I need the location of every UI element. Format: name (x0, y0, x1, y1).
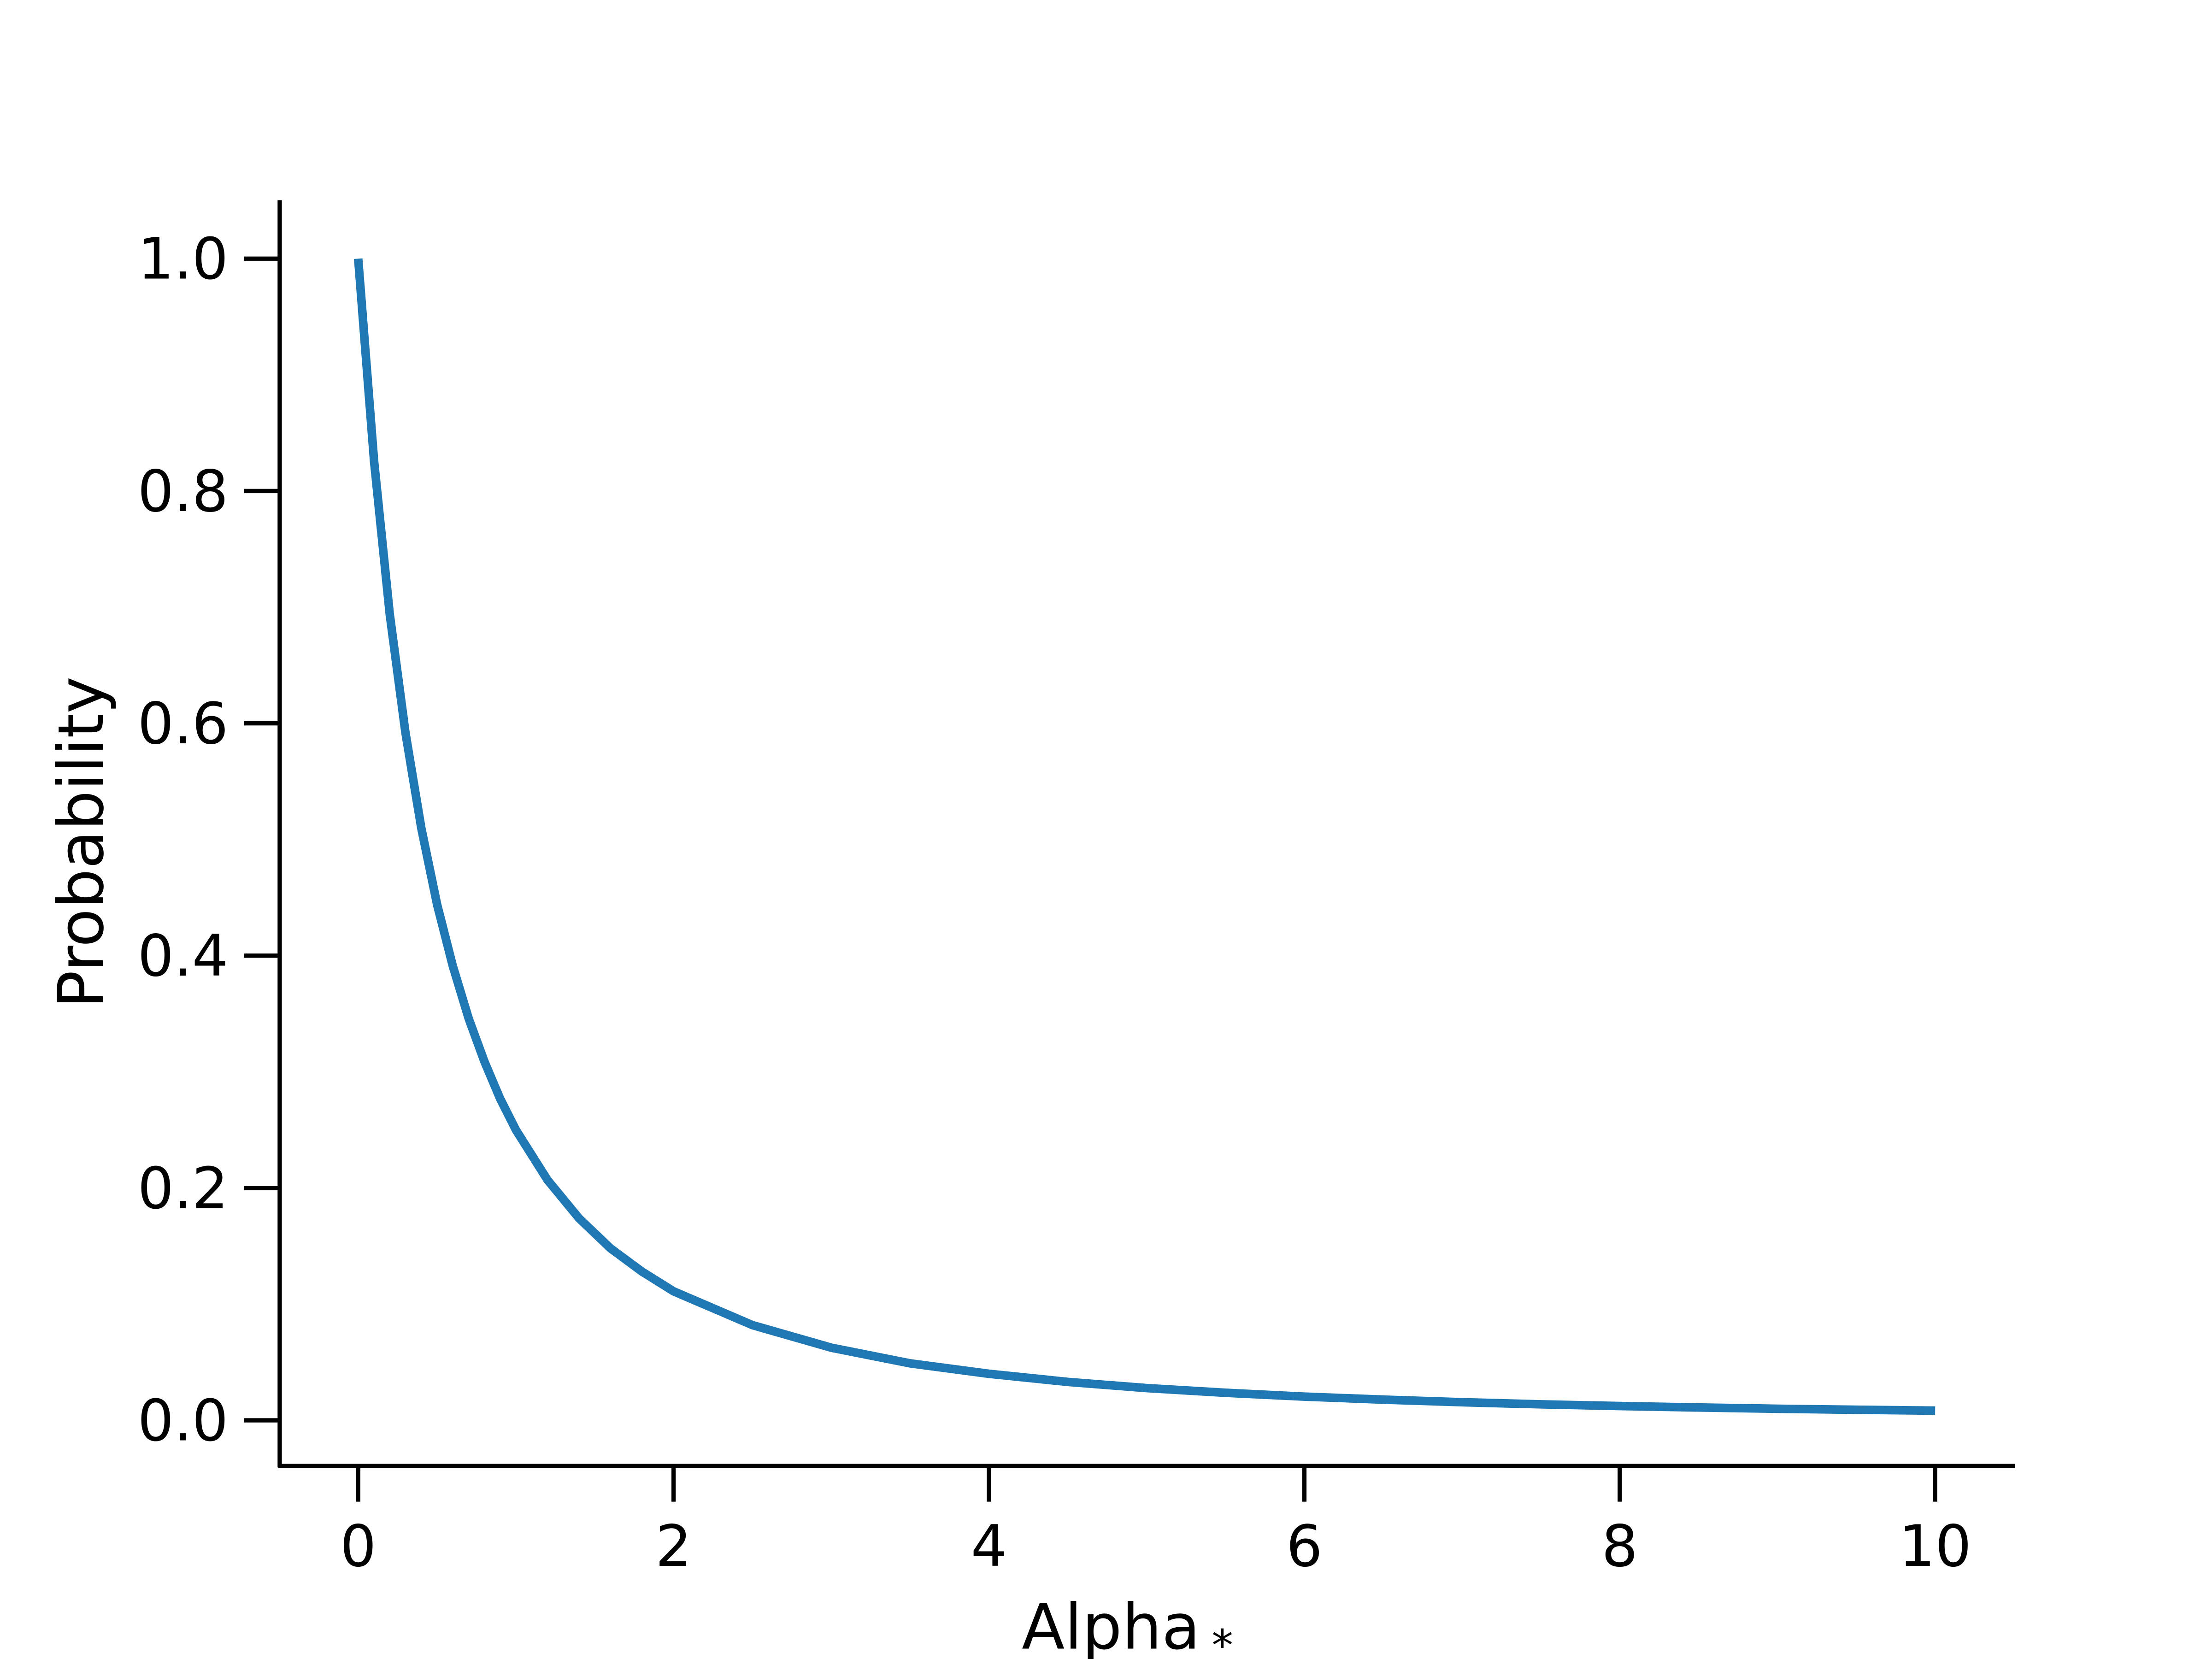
x-axis-label-subscript: * (1212, 1620, 1233, 1659)
x-tick-label: 4 (971, 1513, 1007, 1580)
x-tick-label: 6 (1286, 1513, 1323, 1580)
y-tick-label: 0.6 (137, 691, 228, 757)
x-tick-label: 0 (340, 1513, 377, 1580)
x-axis-label: Alpha * (1022, 1591, 1233, 1659)
x-tick-label: 10 (1899, 1513, 1971, 1580)
y-tick-label: 0.2 (137, 1155, 228, 1222)
x-tick-label: 8 (1601, 1513, 1638, 1580)
y-axis-label: Probability (45, 677, 118, 1008)
y-tick-label: 1.0 (137, 226, 228, 293)
y-ticks: 0.0 0.2 0.4 0.6 0.8 1.0 (137, 226, 280, 1454)
y-tick-label: 0.0 (137, 1388, 228, 1454)
series-line (354, 258, 1936, 1415)
y-tick-label: 0.4 (137, 923, 228, 989)
x-tick-label: 2 (655, 1513, 692, 1580)
plot-area (354, 258, 1936, 1415)
y-tick-label: 0.8 (137, 459, 228, 525)
x-ticks: 0 2 4 6 8 10 (340, 1466, 1971, 1580)
